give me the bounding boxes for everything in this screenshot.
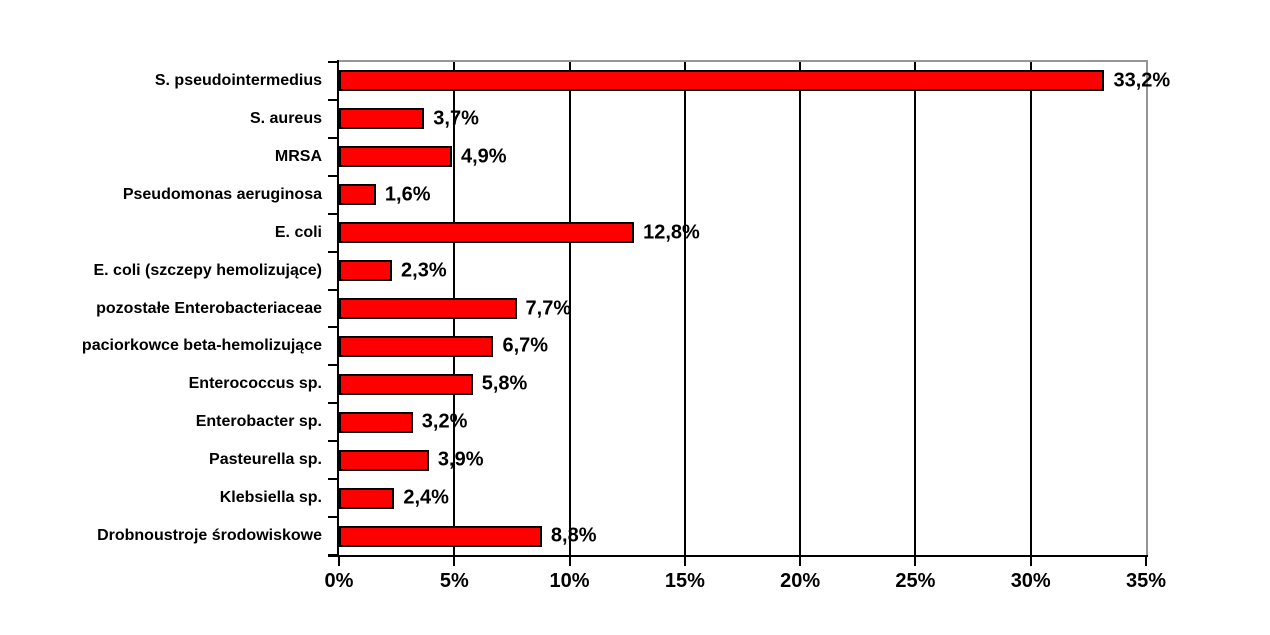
bar-5 [339, 222, 635, 244]
bar-value-label: 8,8% [550, 524, 597, 547]
bar-value-label: 2,3% [401, 259, 447, 282]
x-axis-tick-5% [453, 557, 456, 566]
category-label: Enterobacter sp. [195, 413, 322, 431]
category-label: S. aureus [249, 109, 322, 127]
y-axis-tick [328, 61, 338, 63]
x-axis-tick-20% [799, 557, 802, 566]
y-axis-tick [328, 136, 338, 139]
y-axis-line [337, 60, 339, 557]
x-axis-tick-label: 30% [1010, 570, 1051, 592]
y-axis-tick [328, 402, 338, 405]
category-label: MRSA [274, 147, 322, 165]
gridline-15pct [683, 62, 686, 555]
y-axis-tick [328, 554, 338, 556]
bar-value-label: 33,2% [1113, 69, 1171, 92]
x-axis-tick-label: 20% [780, 570, 821, 592]
category-label: E. coli (szczepy hemolizujące) [93, 261, 322, 279]
bar-9 [339, 373, 473, 395]
category-label: E. coli [274, 223, 322, 241]
x-axis-tick-label: 25% [895, 570, 936, 592]
category-label: Pasteurella sp. [209, 451, 322, 469]
bar-value-label: 6,7% [502, 334, 549, 357]
plot-border-top [337, 60, 1148, 62]
y-axis-tick [328, 174, 338, 177]
gridline-10pct [568, 62, 571, 555]
x-axis-tick-15% [683, 557, 686, 566]
bar-1 [339, 70, 1105, 92]
category-label: Drobnoustroje środowiskowe [97, 527, 322, 545]
category-label: Enterococcus sp. [188, 375, 322, 393]
y-axis-tick [328, 440, 338, 443]
y-axis-tick [328, 516, 338, 519]
bar-2 [339, 108, 425, 130]
bar-value-label: 3,7% [433, 107, 479, 130]
y-axis-tick [328, 326, 338, 329]
category-label: S. pseudointermedius [154, 71, 322, 89]
category-label: paciorkowce beta-hemolizujące [81, 337, 322, 355]
bar-12 [339, 487, 395, 509]
gridline-20pct [799, 62, 802, 555]
category-label: Klebsiella sp. [219, 489, 322, 507]
x-axis-tick-label: 10% [549, 570, 590, 592]
gridline-25pct [914, 62, 917, 555]
bar-value-label: 5,8% [481, 372, 528, 395]
bar-value-label: 3,9% [437, 448, 484, 471]
bar-value-label: 7,7% [525, 297, 572, 319]
bar-7 [339, 298, 517, 319]
bar-value-label: 1,6% [384, 183, 431, 206]
bar-value-label: 4,9% [460, 145, 507, 168]
y-axis-tick [328, 478, 338, 481]
bar-3 [339, 146, 452, 168]
x-axis-tick-label: 35% [1125, 570, 1167, 592]
bar-8 [339, 335, 494, 357]
bar-11 [339, 449, 429, 471]
y-axis-tick [328, 288, 338, 291]
y-axis-tick [328, 250, 338, 253]
bar-value-label: 2,4% [403, 486, 449, 509]
x-axis-line [328, 555, 1148, 557]
bar-13 [339, 525, 542, 547]
bar-value-label: 12,8% [643, 221, 700, 244]
bar-value-label: 3,2% [421, 410, 468, 433]
bar-10 [339, 411, 413, 433]
bar-6 [339, 260, 393, 282]
y-axis-tick [328, 98, 338, 101]
x-axis-tick-25% [914, 557, 917, 566]
category-label: Pseudomonas aeruginosa [122, 185, 322, 203]
gridline-30pct [1029, 62, 1032, 555]
x-axis-tick-35% [1145, 557, 1147, 566]
plot-border-right [1146, 60, 1148, 557]
x-axis-tick-0% [338, 557, 340, 566]
x-axis-tick-label: 5% [439, 570, 469, 592]
x-axis-tick-label: 15% [664, 570, 705, 592]
x-axis-tick-30% [1029, 557, 1032, 566]
bar-4 [339, 184, 376, 206]
x-axis-tick-10% [568, 557, 571, 566]
y-axis-tick [328, 364, 338, 367]
category-label: pozostałe Enterobacteriaceae [96, 299, 322, 317]
y-axis-tick [328, 212, 338, 215]
x-axis-tick-label: 0% [324, 570, 354, 592]
